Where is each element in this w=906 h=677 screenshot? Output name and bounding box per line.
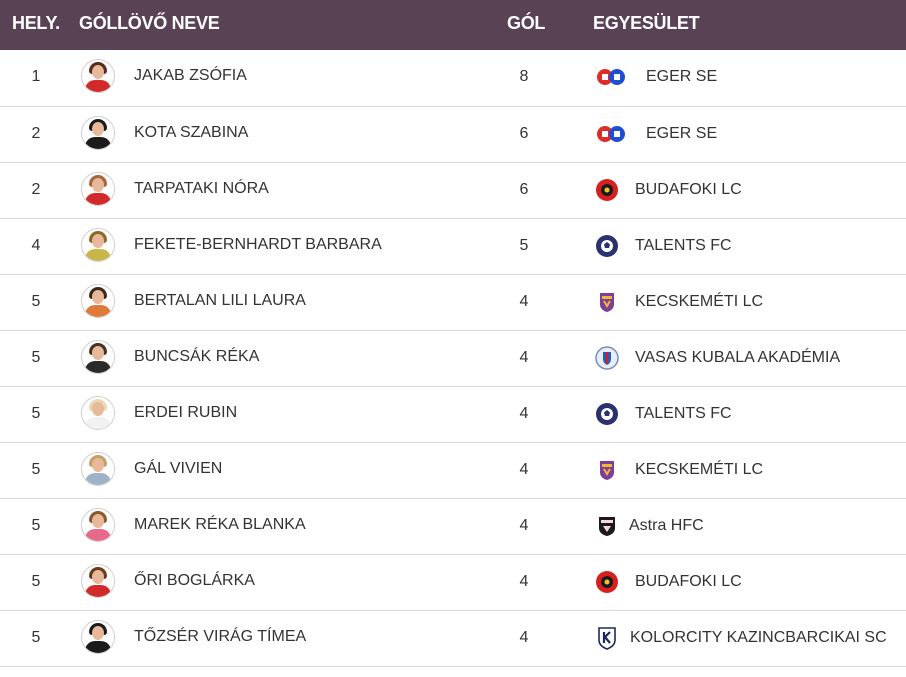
- player-avatar[interactable]: [81, 620, 115, 654]
- header-rank: HELY.: [12, 13, 60, 33]
- club-name[interactable]: EGER SE: [646, 125, 718, 142]
- vasas-kubala-logo-icon[interactable]: [595, 346, 619, 370]
- club-name[interactable]: KOLORCITY KAZINCBARCIKAI SC: [630, 629, 887, 646]
- club-name[interactable]: Astra HFC: [629, 517, 704, 534]
- row-goals: 5: [519, 237, 529, 254]
- table-row: 5 TŐZSÉR VIRÁG TÍMEA 4 KOLORCITY KAZINCB…: [0, 611, 906, 667]
- header-goals: GÓL: [507, 13, 546, 33]
- astra-hfc-logo-icon[interactable]: [595, 514, 619, 538]
- row-rank: 5: [31, 293, 41, 310]
- table-row: 4 FEKETE-BERNHARDT BARBARA 5 TALENTS FC: [0, 219, 906, 275]
- kecskemeti-lc-logo-icon[interactable]: [595, 290, 619, 314]
- eger-se-logo-icon[interactable]: [595, 65, 629, 89]
- player-name[interactable]: BERTALAN LILI LAURA: [134, 292, 306, 309]
- player-name[interactable]: GÁL VIVIEN: [134, 460, 223, 477]
- club-name[interactable]: TALENTS FC: [635, 237, 732, 254]
- kolorcity-kazincbarcika-logo-icon[interactable]: [595, 626, 619, 650]
- player-name[interactable]: JAKAB ZSÓFIA: [134, 67, 247, 84]
- player-avatar[interactable]: [81, 396, 115, 430]
- row-goals: 4: [519, 349, 529, 366]
- table-header: HELY. GÓLLÖVŐ NEVE GÓL EGYESÜLET: [0, 0, 906, 50]
- header-scorer-name: GÓLLÖVŐ NEVE: [79, 13, 220, 33]
- player-avatar[interactable]: [81, 508, 115, 542]
- table-row: 5 BUNCSÁK RÉKA 4 VASAS KUBALA AKADÉMIA: [0, 331, 906, 387]
- budafoki-lc-logo-icon[interactable]: [595, 178, 619, 202]
- row-goals: 6: [519, 125, 529, 142]
- club-name[interactable]: KECSKEMÉTI LC: [635, 293, 764, 310]
- club-name[interactable]: KECSKEMÉTI LC: [635, 461, 764, 478]
- player-name[interactable]: TŐZSÉR VIRÁG TÍMEA: [134, 628, 307, 645]
- row-rank: 5: [31, 629, 41, 646]
- row-rank: 5: [31, 461, 41, 478]
- budafoki-lc-logo-icon[interactable]: [595, 570, 619, 594]
- eger-se-logo-icon[interactable]: [595, 122, 629, 146]
- row-goals: 4: [519, 293, 529, 310]
- club-name[interactable]: TALENTS FC: [635, 405, 732, 422]
- row-goals: 4: [519, 629, 529, 646]
- player-name[interactable]: FEKETE-BERNHARDT BARBARA: [134, 236, 382, 253]
- row-goals: 6: [519, 181, 529, 198]
- table-row: 2 TARPATAKI NÓRA 6 BUDAFOKI LC: [0, 163, 906, 219]
- table-row: 1 JAKAB ZSÓFIA 8 EGER SE: [0, 50, 906, 107]
- club-name[interactable]: VASAS KUBALA AKADÉMIA: [635, 349, 841, 366]
- player-name[interactable]: BUNCSÁK RÉKA: [134, 348, 260, 365]
- row-rank: 1: [31, 68, 41, 85]
- player-name[interactable]: TARPATAKI NÓRA: [134, 180, 269, 197]
- table-row: 2 KOTA SZABINA 6 EGER SE: [0, 107, 906, 163]
- row-rank: 5: [31, 405, 41, 422]
- kecskemeti-lc-logo-icon[interactable]: [595, 458, 619, 482]
- row-rank: 5: [31, 517, 41, 534]
- table-body: 1 JAKAB ZSÓFIA 8 EGER SE 2 KOTA SZABINA …: [0, 50, 906, 667]
- club-name[interactable]: BUDAFOKI LC: [635, 573, 742, 590]
- player-avatar[interactable]: [81, 564, 115, 598]
- player-name[interactable]: KOTA SZABINA: [134, 124, 249, 141]
- player-name[interactable]: ŐRI BOGLÁRKA: [134, 572, 255, 589]
- table-row: 5 ERDEI RUBIN 4 TALENTS FC: [0, 387, 906, 443]
- row-rank: 2: [31, 125, 41, 142]
- club-name[interactable]: BUDAFOKI LC: [635, 181, 742, 198]
- row-rank: 5: [31, 349, 41, 366]
- row-goals: 4: [519, 517, 529, 534]
- player-avatar[interactable]: [81, 116, 115, 150]
- talents-fc-logo-icon[interactable]: [595, 234, 619, 258]
- table-row: 5 MAREK RÉKA BLANKA 4 Astra HFC: [0, 499, 906, 555]
- player-avatar[interactable]: [81, 340, 115, 374]
- row-goals: 8: [519, 68, 529, 85]
- player-avatar[interactable]: [81, 284, 115, 318]
- player-avatar[interactable]: [81, 172, 115, 206]
- player-avatar[interactable]: [81, 228, 115, 262]
- player-name[interactable]: ERDEI RUBIN: [134, 404, 238, 421]
- header-club: EGYESÜLET: [593, 13, 700, 33]
- table-row: 5 GÁL VIVIEN 4 KECSKEMÉTI LC: [0, 443, 906, 499]
- row-rank: 2: [31, 181, 41, 198]
- row-rank: 4: [31, 237, 41, 254]
- row-rank: 5: [31, 573, 41, 590]
- talents-fc-logo-icon[interactable]: [595, 402, 619, 426]
- row-goals: 4: [519, 405, 529, 422]
- row-goals: 4: [519, 461, 529, 478]
- table-row: 5 BERTALAN LILI LAURA 4 KECSKEMÉTI LC: [0, 275, 906, 331]
- player-avatar[interactable]: [81, 452, 115, 486]
- row-goals: 4: [519, 573, 529, 590]
- table-row: 5 ŐRI BOGLÁRKA 4 BUDAFOKI LC: [0, 555, 906, 611]
- club-name[interactable]: EGER SE: [646, 68, 718, 85]
- player-avatar[interactable]: [81, 59, 115, 93]
- player-name[interactable]: MAREK RÉKA BLANKA: [134, 516, 306, 533]
